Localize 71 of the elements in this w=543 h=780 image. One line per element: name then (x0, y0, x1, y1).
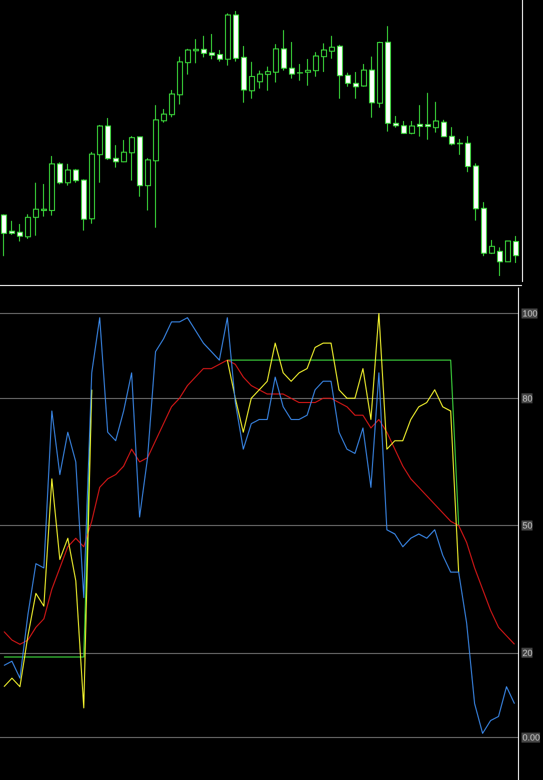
candlestick (49, 155, 55, 216)
candlestick (121, 140, 127, 163)
y-tick-label: 20 (522, 648, 532, 658)
candlestick (505, 240, 511, 262)
candlestick (329, 35, 335, 60)
candlestick (25, 214, 31, 240)
candlestick (473, 162, 479, 222)
candlestick (41, 184, 47, 218)
candlestick (305, 58, 311, 86)
candlestick (449, 126, 455, 146)
line-series (3, 317, 515, 734)
candlestick (97, 124, 103, 184)
candlestick (433, 101, 439, 134)
candlestick (425, 92, 431, 140)
candlestick (481, 202, 487, 257)
candlestick (153, 104, 159, 228)
candlestick (257, 70, 263, 90)
candlestick (321, 42, 327, 72)
y-tick-label: 80 (522, 393, 532, 404)
candlestick (465, 136, 471, 173)
candlestick (217, 49, 223, 62)
candlestick (193, 38, 199, 64)
candlestick (177, 56, 183, 106)
candlestick (489, 239, 495, 255)
candlestick (409, 120, 415, 135)
candlestick (289, 42, 295, 80)
candlestick (313, 52, 319, 78)
candlestick (209, 34, 215, 60)
candlestick (273, 44, 279, 84)
candlestick (265, 66, 271, 92)
y-tick-label: 50 (522, 520, 532, 531)
candlestick (249, 61, 255, 100)
candlestick (401, 120, 407, 134)
candlestick (105, 118, 111, 160)
candlestick (441, 119, 447, 138)
candlestick (81, 178, 87, 232)
candlestick (417, 104, 423, 138)
candlestick (9, 220, 15, 236)
candlestick (161, 108, 167, 124)
candlestick (137, 136, 143, 198)
candlestick (281, 30, 287, 72)
candlestick (513, 235, 519, 264)
candlestick (65, 163, 71, 186)
candlestick (33, 182, 39, 236)
y-tick-label: 0.00 (522, 732, 540, 743)
candlestick (225, 12, 231, 66)
candlestick (89, 151, 95, 224)
candlestick (297, 64, 303, 82)
candlestick (113, 144, 119, 168)
candlestick (345, 72, 351, 88)
candlestick (233, 10, 239, 62)
candlestick (73, 168, 79, 184)
candlestick (497, 246, 503, 276)
candlestick (393, 115, 399, 128)
candlestick (145, 158, 151, 212)
candlestick (129, 136, 135, 182)
candlestick (353, 71, 359, 100)
candlestick (457, 138, 463, 156)
candlestick (337, 44, 343, 100)
candlestick (385, 26, 391, 132)
candlestick (201, 35, 207, 58)
candlestick (241, 45, 247, 104)
candlestick (169, 89, 175, 118)
candlestick (57, 162, 63, 185)
candlestick (17, 224, 23, 242)
candlestick (369, 56, 375, 118)
candlestick (361, 64, 367, 88)
candlestick (377, 41, 383, 108)
candlestick (185, 48, 191, 76)
y-tick-label: 100 (522, 308, 538, 318)
candlestick (1, 214, 7, 257)
